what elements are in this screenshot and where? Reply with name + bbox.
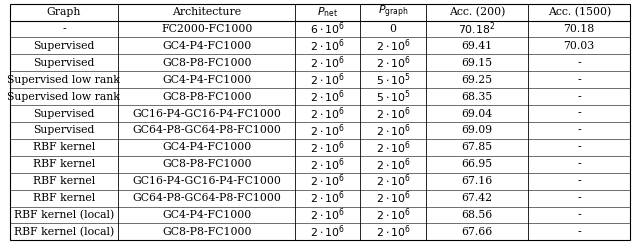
- Text: $2 \cdot 10^6$: $2 \cdot 10^6$: [376, 122, 410, 139]
- Text: GC64-P8-GC64-P8-FC1000: GC64-P8-GC64-P8-FC1000: [132, 193, 281, 203]
- Text: -: -: [577, 109, 581, 119]
- Text: $P_{\mathrm{net}}$: $P_{\mathrm{net}}$: [317, 5, 338, 19]
- Text: 69.04: 69.04: [461, 109, 492, 119]
- Text: GC4-P4-FC1000: GC4-P4-FC1000: [162, 210, 252, 220]
- Text: $2 \cdot 10^6$: $2 \cdot 10^6$: [310, 122, 345, 139]
- Text: 67.85: 67.85: [461, 142, 492, 152]
- Text: GC8-P8-FC1000: GC8-P8-FC1000: [162, 159, 252, 169]
- Text: Acc. (1500): Acc. (1500): [548, 7, 611, 17]
- Text: $5 \cdot 10^5$: $5 \cdot 10^5$: [376, 88, 410, 105]
- Text: $5 \cdot 10^5$: $5 \cdot 10^5$: [376, 71, 410, 88]
- Text: $2 \cdot 10^6$: $2 \cdot 10^6$: [310, 88, 345, 105]
- Text: 70.18: 70.18: [564, 24, 595, 34]
- Text: 66.95: 66.95: [461, 159, 492, 169]
- Text: $2 \cdot 10^6$: $2 \cdot 10^6$: [310, 173, 345, 190]
- Text: RBF kernel: RBF kernel: [33, 159, 95, 169]
- Text: Graph: Graph: [47, 7, 81, 17]
- Text: $2 \cdot 10^6$: $2 \cdot 10^6$: [310, 207, 345, 223]
- Text: -: -: [577, 125, 581, 135]
- Text: 0: 0: [390, 24, 396, 34]
- Text: $2 \cdot 10^6$: $2 \cdot 10^6$: [310, 105, 345, 122]
- Text: $2 \cdot 10^6$: $2 \cdot 10^6$: [310, 156, 345, 173]
- Text: $6 \cdot 10^6$: $6 \cdot 10^6$: [310, 21, 345, 37]
- Text: FC2000-FC1000: FC2000-FC1000: [161, 24, 252, 34]
- Text: $2 \cdot 10^6$: $2 \cdot 10^6$: [376, 224, 410, 240]
- Text: $2 \cdot 10^6$: $2 \cdot 10^6$: [376, 54, 410, 71]
- Text: $2 \cdot 10^6$: $2 \cdot 10^6$: [310, 54, 345, 71]
- Text: $2 \cdot 10^6$: $2 \cdot 10^6$: [376, 156, 410, 173]
- Text: 68.56: 68.56: [461, 210, 492, 220]
- Text: 68.35: 68.35: [461, 92, 492, 102]
- Text: RBF kernel: RBF kernel: [33, 176, 95, 186]
- Text: GC16-P4-GC16-P4-FC1000: GC16-P4-GC16-P4-FC1000: [132, 176, 281, 186]
- Text: Acc. (200): Acc. (200): [449, 7, 505, 17]
- Text: 67.66: 67.66: [461, 227, 492, 237]
- Text: GC4-P4-FC1000: GC4-P4-FC1000: [162, 41, 252, 51]
- Text: $2 \cdot 10^6$: $2 \cdot 10^6$: [310, 139, 345, 156]
- Text: 67.16: 67.16: [461, 176, 492, 186]
- Text: Supervised: Supervised: [33, 109, 95, 119]
- Text: Supervised: Supervised: [33, 58, 95, 68]
- Text: Supervised low rank: Supervised low rank: [8, 75, 120, 85]
- Text: $2 \cdot 10^6$: $2 \cdot 10^6$: [376, 173, 410, 190]
- Text: -: -: [577, 227, 581, 237]
- Text: $70.18^{2}$: $70.18^{2}$: [458, 21, 495, 37]
- Text: $2 \cdot 10^6$: $2 \cdot 10^6$: [310, 38, 345, 54]
- Text: 69.15: 69.15: [461, 58, 492, 68]
- Text: $P_{\mathrm{graph}}$: $P_{\mathrm{graph}}$: [378, 4, 408, 20]
- Text: 69.41: 69.41: [461, 41, 492, 51]
- Text: -: -: [577, 92, 581, 102]
- Text: -: -: [577, 176, 581, 186]
- Text: RBF kernel (local): RBF kernel (local): [13, 210, 114, 220]
- Text: GC8-P8-FC1000: GC8-P8-FC1000: [162, 58, 252, 68]
- Text: Supervised: Supervised: [33, 41, 95, 51]
- Text: $2 \cdot 10^6$: $2 \cdot 10^6$: [376, 105, 410, 122]
- Text: Architecture: Architecture: [172, 7, 241, 17]
- Text: -: -: [577, 58, 581, 68]
- Text: -: -: [577, 210, 581, 220]
- Text: 70.03: 70.03: [564, 41, 595, 51]
- Text: 69.09: 69.09: [461, 125, 492, 135]
- Text: GC8-P8-FC1000: GC8-P8-FC1000: [162, 92, 252, 102]
- Text: $2 \cdot 10^6$: $2 \cdot 10^6$: [310, 190, 345, 206]
- Text: $2 \cdot 10^6$: $2 \cdot 10^6$: [310, 224, 345, 240]
- Text: 69.25: 69.25: [461, 75, 492, 85]
- Text: $2 \cdot 10^6$: $2 \cdot 10^6$: [376, 190, 410, 206]
- Text: GC64-P8-GC64-P8-FC1000: GC64-P8-GC64-P8-FC1000: [132, 125, 281, 135]
- Text: GC4-P4-FC1000: GC4-P4-FC1000: [162, 75, 252, 85]
- Text: -: -: [577, 142, 581, 152]
- Text: RBF kernel: RBF kernel: [33, 193, 95, 203]
- Text: GC8-P8-FC1000: GC8-P8-FC1000: [162, 227, 252, 237]
- Text: $2 \cdot 10^6$: $2 \cdot 10^6$: [376, 139, 410, 156]
- Text: Supervised: Supervised: [33, 125, 95, 135]
- Text: Supervised low rank: Supervised low rank: [8, 92, 120, 102]
- Text: -: -: [577, 75, 581, 85]
- Text: -: -: [62, 24, 66, 34]
- Text: 67.42: 67.42: [461, 193, 492, 203]
- Text: RBF kernel: RBF kernel: [33, 142, 95, 152]
- Text: RBF kernel (local): RBF kernel (local): [13, 227, 114, 237]
- Text: $2 \cdot 10^6$: $2 \cdot 10^6$: [376, 207, 410, 223]
- Text: -: -: [577, 159, 581, 169]
- Text: GC16-P4-GC16-P4-FC1000: GC16-P4-GC16-P4-FC1000: [132, 109, 281, 119]
- Text: -: -: [577, 193, 581, 203]
- Text: $2 \cdot 10^6$: $2 \cdot 10^6$: [310, 71, 345, 88]
- Text: GC4-P4-FC1000: GC4-P4-FC1000: [162, 142, 252, 152]
- Text: $2 \cdot 10^6$: $2 \cdot 10^6$: [376, 38, 410, 54]
